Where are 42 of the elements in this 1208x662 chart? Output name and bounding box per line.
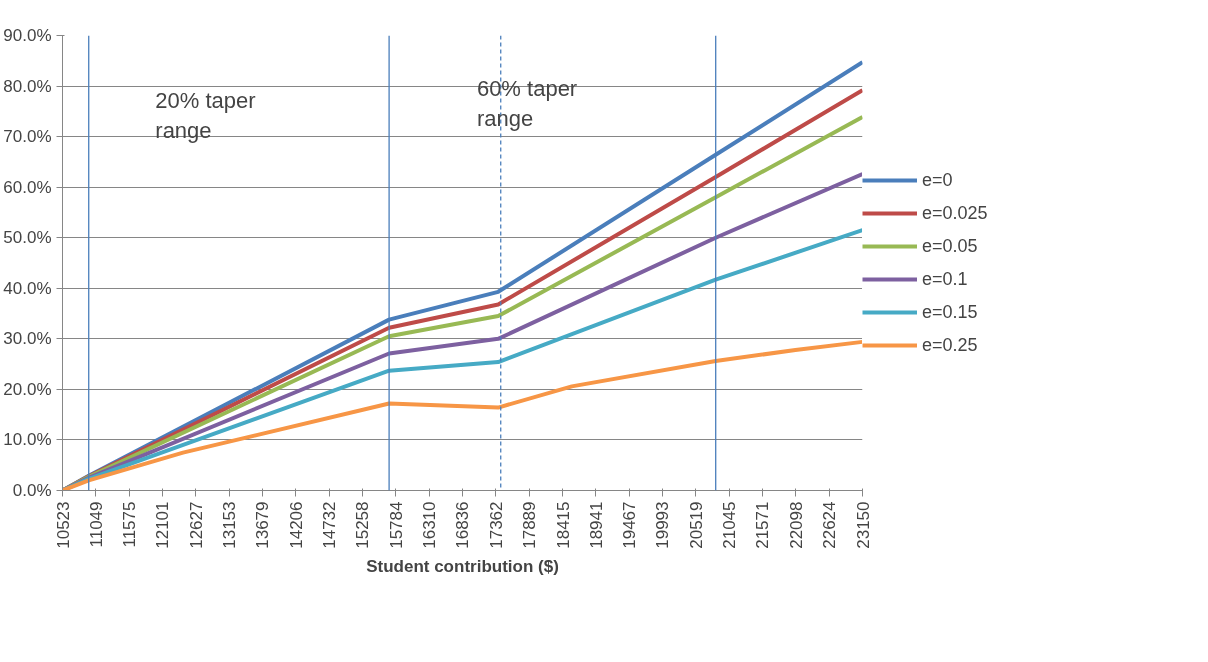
x-tick-label: 22624	[820, 501, 840, 549]
x-tick-label: 21045	[720, 501, 740, 549]
x-tick-label: 15784	[386, 501, 406, 549]
legend-label: e=0.05	[922, 235, 978, 257]
x-tick-label: 10523	[53, 501, 73, 549]
x-tick-label: 19467	[620, 501, 640, 549]
x-tick-label: 16836	[453, 501, 473, 549]
x-tick-label: 17889	[520, 501, 540, 549]
x-tick-label: 11575	[120, 501, 140, 548]
legend-label: e=0.15	[922, 301, 978, 323]
x-tick-label: 14732	[320, 501, 340, 549]
legend-label: e=0	[922, 169, 953, 191]
y-tick-label: 30.0%	[3, 329, 52, 349]
y-tick-label: 50.0%	[3, 228, 52, 248]
x-tick-label: 16310	[420, 501, 440, 549]
y-tick-label: 40.0%	[3, 278, 52, 298]
y-tick-label: 70.0%	[3, 127, 52, 147]
x-tick-label: 18941	[586, 501, 606, 549]
x-tick-label: 22098	[786, 501, 806, 549]
x-tick-label: 15258	[353, 501, 373, 549]
y-tick-label: 90.0%	[3, 26, 52, 45]
x-tick-label: 12627	[186, 501, 206, 549]
x-tick-label: 19993	[653, 501, 673, 549]
legend-label: e=0.025	[922, 202, 988, 224]
x-tick-label: 12101	[153, 501, 173, 549]
x-tick-label: 13679	[253, 501, 273, 549]
x-tick-label: 14206	[286, 501, 306, 549]
x-tick-label: 11049	[86, 501, 106, 548]
y-tick-label: 10.0%	[3, 430, 52, 450]
legend-label: e=0.1	[922, 268, 968, 290]
y-tick-label: 0.0%	[12, 481, 52, 500]
x-tick-label: 17362	[486, 501, 506, 549]
legend-label: e=0.25	[922, 334, 978, 356]
y-tick-label: 20.0%	[3, 379, 52, 399]
x-tick-label: 21571	[753, 501, 773, 549]
x-tick-label: 18415	[553, 501, 573, 549]
y-tick-label: 60.0%	[3, 177, 52, 197]
x-tick-label: 23150	[853, 501, 873, 549]
x-tick-label: 13153	[220, 501, 240, 549]
x-axis-title: Student contribution ($)	[366, 556, 559, 576]
x-tick-label: 20519	[686, 501, 706, 549]
y-tick-label: 80.0%	[3, 76, 52, 96]
